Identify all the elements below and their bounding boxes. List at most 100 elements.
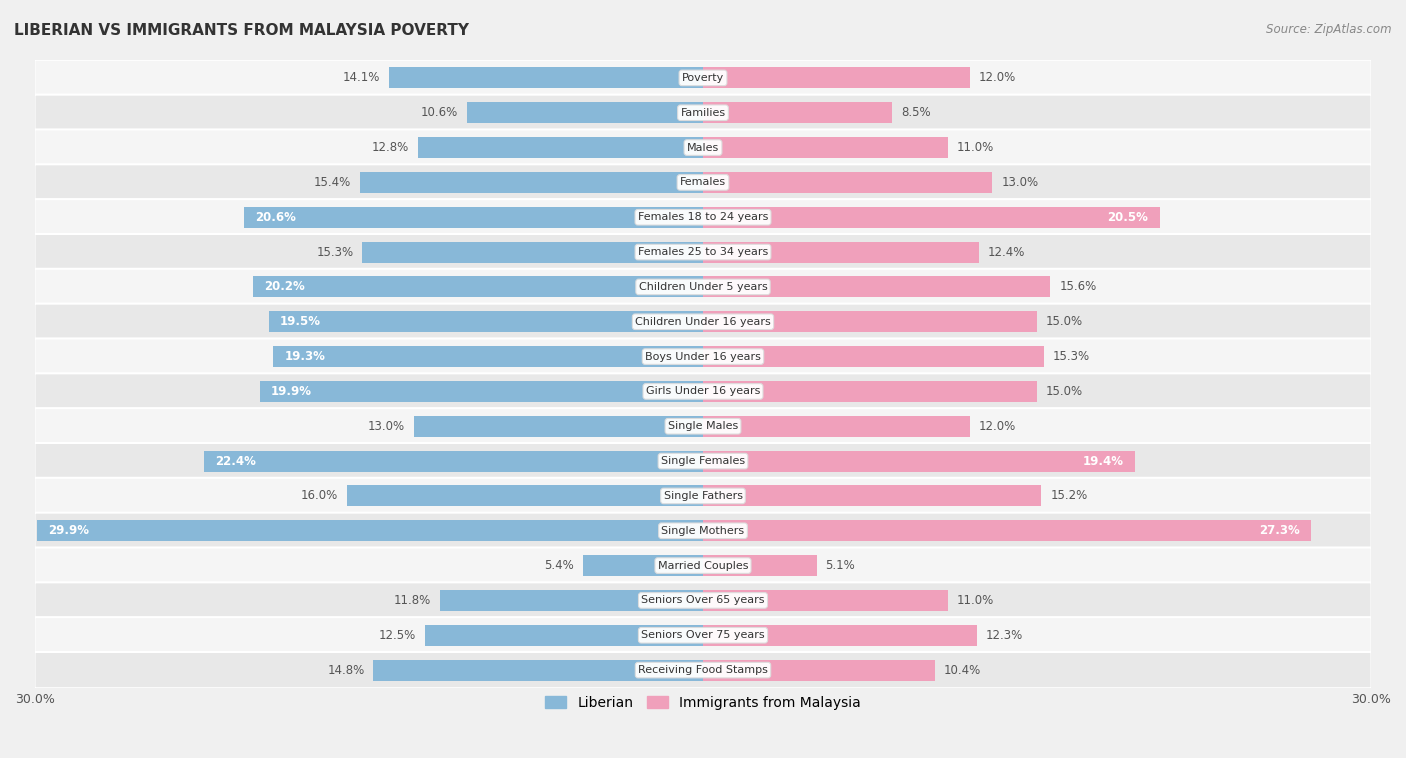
Bar [703,137,948,158]
FancyBboxPatch shape [35,617,1371,653]
Text: Receiving Food Stamps: Receiving Food Stamps [638,665,768,675]
Text: 27.3%: 27.3% [1258,525,1299,537]
Text: 5.4%: 5.4% [544,559,574,572]
FancyBboxPatch shape [35,269,1371,305]
FancyBboxPatch shape [35,652,1371,688]
Text: Seniors Over 65 years: Seniors Over 65 years [641,596,765,606]
Text: Girls Under 16 years: Girls Under 16 years [645,387,761,396]
Text: 12.0%: 12.0% [979,420,1017,433]
Bar [703,312,1038,332]
Text: 13.0%: 13.0% [1001,176,1039,189]
Bar [269,312,703,332]
Text: Males: Males [688,143,718,152]
Bar [703,277,1050,297]
Bar [413,416,703,437]
Text: Single Fathers: Single Fathers [664,491,742,501]
Bar [347,485,703,506]
Text: 19.4%: 19.4% [1083,455,1123,468]
Bar [440,590,703,611]
Bar [582,555,703,576]
Bar [360,172,703,193]
Bar [703,381,1038,402]
FancyBboxPatch shape [35,373,1371,409]
Text: LIBERIAN VS IMMIGRANTS FROM MALAYSIA POVERTY: LIBERIAN VS IMMIGRANTS FROM MALAYSIA POV… [14,23,470,38]
Text: 20.6%: 20.6% [256,211,297,224]
Bar [703,555,817,576]
Text: Children Under 16 years: Children Under 16 years [636,317,770,327]
Text: Source: ZipAtlas.com: Source: ZipAtlas.com [1267,23,1392,36]
Bar [363,242,703,262]
FancyBboxPatch shape [35,304,1371,340]
Text: 10.4%: 10.4% [943,663,981,677]
Text: 14.1%: 14.1% [343,71,380,84]
Text: Females 18 to 24 years: Females 18 to 24 years [638,212,768,222]
Text: 19.9%: 19.9% [271,385,312,398]
Text: 15.4%: 15.4% [314,176,352,189]
FancyBboxPatch shape [35,478,1371,514]
Bar [374,659,703,681]
Text: Females 25 to 34 years: Females 25 to 34 years [638,247,768,257]
Text: 16.0%: 16.0% [301,490,337,503]
Bar [703,207,1160,227]
FancyBboxPatch shape [35,95,1371,131]
Text: 12.4%: 12.4% [988,246,1025,258]
Bar [389,67,703,89]
Text: Females: Females [681,177,725,187]
Bar [37,520,703,541]
Text: 15.2%: 15.2% [1050,490,1088,503]
Bar [703,451,1135,471]
Bar [703,102,893,124]
FancyBboxPatch shape [35,234,1371,270]
Text: 14.8%: 14.8% [328,663,364,677]
FancyBboxPatch shape [35,408,1371,444]
FancyBboxPatch shape [35,547,1371,584]
Bar [273,346,703,367]
Text: 29.9%: 29.9% [48,525,90,537]
Text: Families: Families [681,108,725,117]
FancyBboxPatch shape [35,512,1371,549]
Text: 15.0%: 15.0% [1046,315,1083,328]
Text: Single Mothers: Single Mothers [661,526,745,536]
Bar [703,67,970,89]
FancyBboxPatch shape [35,443,1371,479]
Text: 12.0%: 12.0% [979,71,1017,84]
Text: Seniors Over 75 years: Seniors Over 75 years [641,630,765,641]
Bar [703,242,979,262]
Text: 20.5%: 20.5% [1108,211,1149,224]
Text: Single Males: Single Males [668,421,738,431]
Text: Poverty: Poverty [682,73,724,83]
FancyBboxPatch shape [35,339,1371,374]
Text: 12.5%: 12.5% [378,629,416,642]
Bar [703,659,935,681]
Text: 5.1%: 5.1% [825,559,855,572]
Bar [703,416,970,437]
Text: 15.6%: 15.6% [1059,280,1097,293]
Text: 22.4%: 22.4% [215,455,256,468]
Text: 19.5%: 19.5% [280,315,321,328]
Bar [260,381,703,402]
Bar [703,485,1042,506]
Text: Boys Under 16 years: Boys Under 16 years [645,352,761,362]
Bar [703,625,977,646]
Text: Single Females: Single Females [661,456,745,466]
Text: 15.3%: 15.3% [316,246,353,258]
Text: 10.6%: 10.6% [420,106,458,119]
Bar [703,520,1310,541]
Bar [418,137,703,158]
Bar [703,590,948,611]
Bar [703,172,993,193]
Bar [245,207,703,227]
Text: 19.3%: 19.3% [284,350,325,363]
Bar [467,102,703,124]
Text: Children Under 5 years: Children Under 5 years [638,282,768,292]
Legend: Liberian, Immigrants from Malaysia: Liberian, Immigrants from Malaysia [540,690,866,715]
Text: 11.0%: 11.0% [957,141,994,154]
Text: 20.2%: 20.2% [264,280,305,293]
Bar [253,277,703,297]
Text: 13.0%: 13.0% [367,420,405,433]
Text: 12.3%: 12.3% [986,629,1024,642]
Text: 8.5%: 8.5% [901,106,931,119]
Bar [703,346,1043,367]
FancyBboxPatch shape [35,164,1371,201]
FancyBboxPatch shape [35,582,1371,619]
